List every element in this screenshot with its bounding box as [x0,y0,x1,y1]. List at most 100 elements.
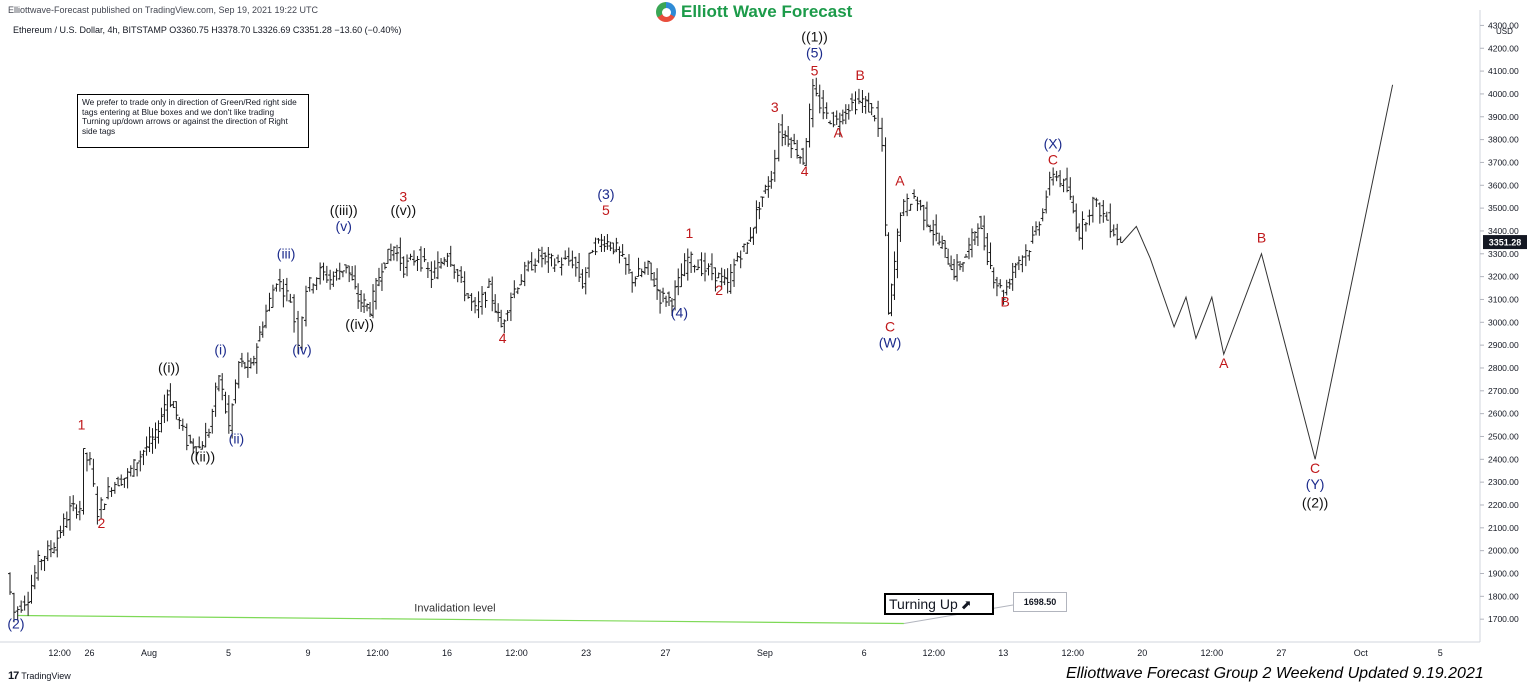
x-tick-label: Sep [757,648,773,658]
projection-path [1122,84,1394,460]
brand-logo-icon [656,2,676,22]
y-tick-label: 3900.00 [1488,112,1519,122]
x-tick-label: 9 [305,648,310,658]
y-tick-label: 3400.00 [1488,226,1519,236]
x-tick-label: 5 [226,648,231,658]
trading-note: We prefer to trade only in direction of … [77,94,309,148]
wave-label: (ii) [229,430,245,446]
wave-label: A [1219,355,1229,371]
y-tick-label: 2900.00 [1488,340,1519,350]
wave-label: ((iii)) [330,202,358,218]
y-tick-label: 3000.00 [1488,317,1519,327]
wave-label: (iii) [277,245,296,261]
x-tick-label: 12:00 [1201,648,1224,658]
wave-label: ((1)) [801,28,827,44]
y-tick-label: 3200.00 [1488,272,1519,282]
wave-label: (2) [7,615,24,631]
invalidation-label: Invalidation level [414,603,495,615]
invalidation-value-label: 1698.50 [1013,592,1067,612]
x-tick-label: 26 [84,648,94,658]
trend-up-arrow-icon: ⬈ [960,597,972,612]
y-tick-label: 2100.00 [1488,523,1519,533]
brand-name: Elliott Wave Forecast [681,2,853,21]
x-tick-label: 23 [581,648,591,658]
x-tick-label: 16 [442,648,452,658]
x-tick-label: 12:00 [1062,648,1085,658]
y-tick-label: 4200.00 [1488,43,1519,53]
published-header: Elliottwave-Forecast published on Tradin… [8,5,319,15]
symbol-ohlc-line: Ethereum / U.S. Dollar, 4h, BITSTAMP O33… [13,25,402,35]
wave-label: (5) [806,44,823,60]
wave-label: 3 [771,99,779,115]
wave-label: (3) [597,186,614,202]
y-tick-label: 2300.00 [1488,477,1519,487]
wave-label: ((v)) [390,202,416,218]
x-tick-label: 5 [1438,648,1443,658]
wave-label: 1 [78,417,86,433]
y-tick-label: 3300.00 [1488,249,1519,259]
tradingview-logo-icon: 17 [8,670,19,682]
y-tick-label: 4000.00 [1488,89,1519,99]
brand-logo: Elliott Wave Forecast [656,2,852,22]
y-tick-label: 1900.00 [1488,568,1519,578]
wave-label: (v) [336,218,352,234]
x-tick-label: 12:00 [366,648,389,658]
y-tick-label: 3500.00 [1488,203,1519,213]
wave-label: ((i)) [158,360,180,376]
y-tick-label: 2000.00 [1488,546,1519,556]
wave-label: B [1257,229,1266,245]
wave-label: C [1310,460,1320,476]
y-tick-label: 3100.00 [1488,294,1519,304]
y-tick-label: 2400.00 [1488,454,1519,464]
wave-label: (Y) [1306,476,1325,492]
x-tick-label: 27 [1276,648,1286,658]
turning-up-badge: Turning Up ⬈ [884,593,994,615]
y-tick-label: 1800.00 [1488,591,1519,601]
wave-label: 4 [499,330,507,346]
wave-label: 1 [685,225,693,241]
y-tick-label: 3600.00 [1488,180,1519,190]
wave-label: (4) [671,305,688,321]
tradingview-footer: 17 TradingView [8,670,71,682]
wave-label: 2 [97,515,105,531]
wave-label: B [856,67,865,83]
wave-label: 4 [801,163,809,179]
wave-label: A [834,124,844,140]
x-tick-label: Aug [141,648,157,658]
turning-up-label: Turning Up [889,596,958,612]
wave-label: ((2)) [1302,494,1328,510]
wave-label: 2 [715,282,723,298]
x-tick-label: 12:00 [505,648,528,658]
wave-label: ((ii)) [190,449,215,465]
x-tick-label: 12:00 [48,648,71,658]
y-tick-label: 2600.00 [1488,409,1519,419]
x-tick-label: 12:00 [922,648,945,658]
y-tick-label: 1700.00 [1488,614,1519,624]
current-price-label: 3351.28 [1489,238,1522,248]
x-tick-label: 6 [862,648,867,658]
y-tick-label: 4100.00 [1488,66,1519,76]
y-tick-label: 3700.00 [1488,157,1519,167]
updated-caption: Elliottwave Forecast Group 2 Weekend Upd… [1066,665,1484,682]
y-axis-unit-label: USD [1496,27,1513,36]
wave-label: 5 [602,202,610,218]
wave-label: C [1048,152,1058,168]
wave-label: (iv) [292,341,311,357]
y-tick-label: 2800.00 [1488,363,1519,373]
x-tick-label: 20 [1137,648,1147,658]
invalidation-line [17,614,904,625]
tradingview-label: TradingView [21,671,71,681]
wave-label: B [1001,293,1010,309]
y-tick-label: 2700.00 [1488,386,1519,396]
x-tick-label: 27 [661,648,671,658]
y-tick-label: 3800.00 [1488,135,1519,145]
x-tick-label: 13 [998,648,1008,658]
wave-label: C [885,318,895,334]
wave-label: 3 [399,188,407,204]
wave-label: (W) [879,334,902,350]
y-tick-label: 4300.00 [1488,20,1519,30]
wave-label: (X) [1044,136,1063,152]
x-tick-label: Oct [1354,648,1369,658]
wave-label: (i) [214,341,226,357]
